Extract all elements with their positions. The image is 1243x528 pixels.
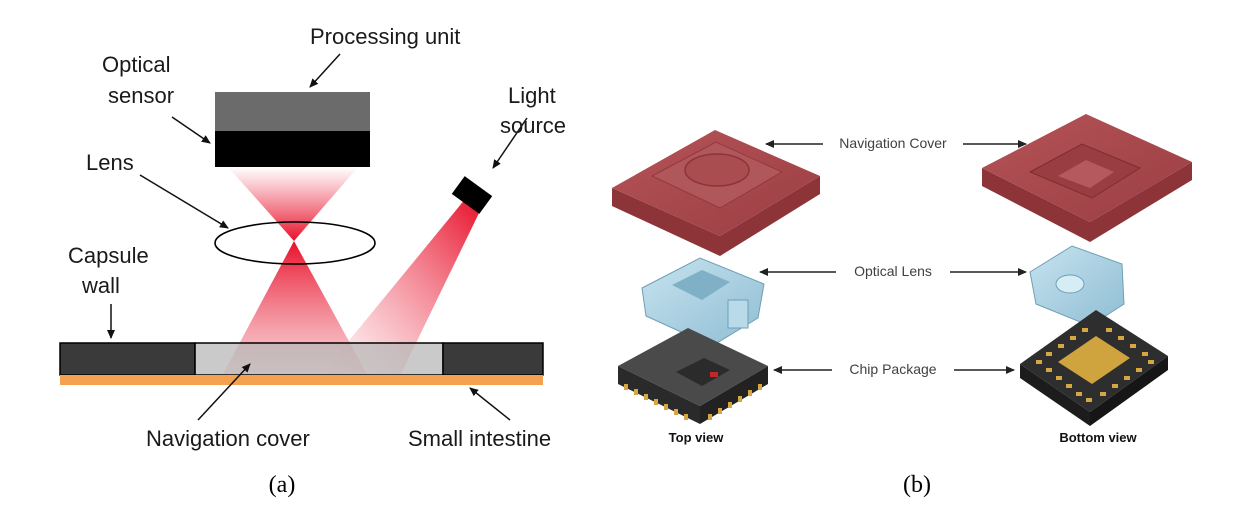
light-source-pointer — [492, 117, 528, 169]
capsule-wall-right — [442, 342, 544, 376]
panel-b-caption: (b) — [903, 472, 931, 498]
top-chip-pins — [624, 384, 762, 420]
navigation-cover-label: Navigation cover — [146, 426, 310, 451]
optical-sensor-label-line2: sensor — [108, 83, 174, 108]
light-source-label-line2: source — [500, 113, 566, 138]
top-optical-lens-tab — [727, 299, 749, 329]
processing-unit-label: Processing unit — [310, 24, 460, 49]
lens-ellipse — [214, 221, 376, 265]
bottom-chip-package-side-right — [1090, 356, 1168, 426]
processing-unit-block — [215, 92, 370, 131]
upper-light-cone — [228, 167, 358, 241]
small-intestine-layer — [60, 375, 543, 385]
bottom-navigation-cover-side — [982, 162, 1192, 242]
light-source-beam — [320, 198, 480, 376]
small-intestine-pointer — [469, 387, 511, 421]
capsule-wall-label-line2: wall — [81, 273, 120, 298]
top-optical-lens-notch — [672, 270, 730, 300]
top-navigation-cover-side — [612, 176, 820, 256]
bottom-chip-package-side — [1020, 364, 1090, 426]
optical-sensor-label-line1: Optical — [102, 52, 170, 77]
bottom-cover-recess — [1058, 160, 1114, 188]
optical-lens-label-b: Optical Lens — [854, 263, 932, 279]
panel-a: Processing unit Optical sensor Lens Ligh… — [59, 24, 566, 498]
capsule-wall-label-line1: Capsule — [68, 243, 149, 268]
small-intestine-label: Small intestine — [408, 426, 551, 451]
bottom-view-label: Bottom view — [1059, 430, 1137, 445]
panel-a-caption: (a) — [269, 472, 296, 498]
top-view-label: Top view — [669, 430, 725, 445]
light-source-icon — [451, 176, 493, 214]
top-chip-package-side-right — [700, 366, 768, 424]
navigation-cover-pointer — [197, 363, 251, 421]
chip-package-label-b: Chip Package — [849, 361, 936, 377]
top-cover-window — [684, 153, 750, 187]
panel-b: Top view — [612, 114, 1192, 498]
lens-label: Lens — [86, 150, 134, 175]
bottom-chip-pad — [1058, 336, 1130, 384]
navigation-cover-window — [194, 342, 444, 376]
optical-sensor-pointer — [171, 116, 211, 144]
processing-unit-pointer — [309, 53, 341, 88]
bottom-chip-pins — [1036, 328, 1154, 402]
bottom-view-assembly: Bottom view — [982, 114, 1192, 445]
navigation-cover-label-b: Navigation Cover — [839, 135, 947, 151]
lens-pointer — [139, 174, 229, 229]
bottom-optical-lens-dome — [1055, 274, 1085, 294]
top-chip-package-side — [618, 366, 700, 424]
light-source-label-line1: Light — [508, 83, 556, 108]
top-chip-red-led — [710, 372, 718, 377]
top-view-assembly: Top view — [612, 130, 820, 445]
capsule-wall-left — [59, 342, 196, 376]
top-chip-die — [676, 358, 730, 386]
optical-sensor-block — [215, 131, 370, 167]
